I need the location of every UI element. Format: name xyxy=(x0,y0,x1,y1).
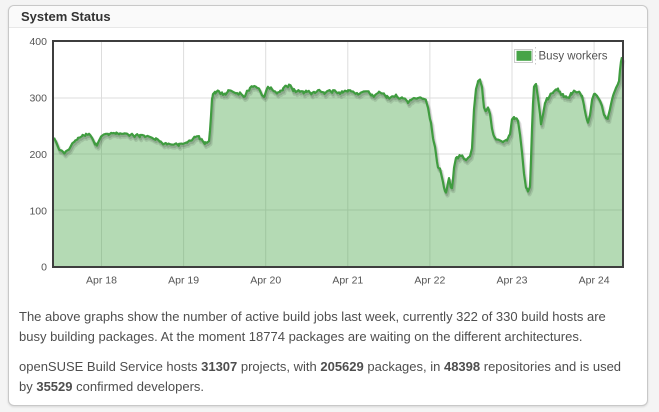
svg-text:Apr 22: Apr 22 xyxy=(414,275,445,287)
svg-text:300: 300 xyxy=(29,92,47,104)
svg-text:Apr 18: Apr 18 xyxy=(86,275,117,287)
svg-text:0: 0 xyxy=(41,261,47,273)
svg-text:400: 400 xyxy=(29,36,47,48)
svg-text:Apr 19: Apr 19 xyxy=(168,275,199,287)
svg-text:Busy workers: Busy workers xyxy=(539,50,608,62)
svg-text:100: 100 xyxy=(29,205,47,217)
svg-text:Apr 24: Apr 24 xyxy=(579,275,610,287)
svg-text:Apr 20: Apr 20 xyxy=(250,275,281,287)
svg-text:Apr 21: Apr 21 xyxy=(332,275,363,287)
svg-text:200: 200 xyxy=(29,149,47,161)
svg-text:Apr 23: Apr 23 xyxy=(497,275,528,287)
